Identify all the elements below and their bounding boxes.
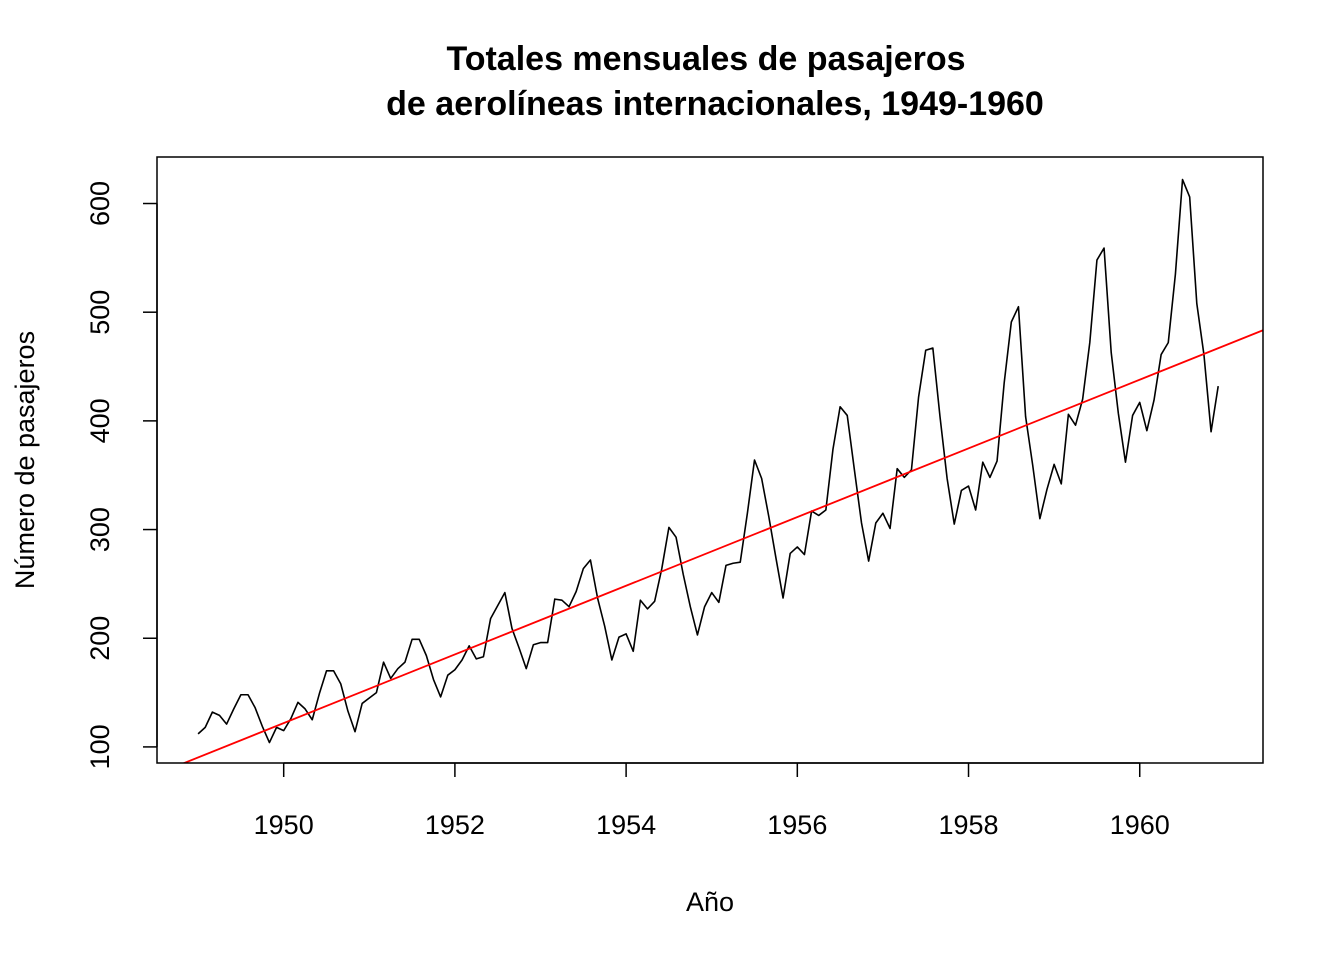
series-line-0 (197, 178, 1219, 744)
trend-line (181, 329, 1263, 763)
y-tick-label: 500 (85, 290, 115, 335)
x-axis: 1950 1952 1954 1956 1958 1960 (254, 762, 1170, 840)
x-tick-label: 1952 (425, 810, 485, 840)
x-tick-label: 1950 (254, 810, 314, 840)
chart-title-line-1: Totales mensuales de pasajeros (446, 40, 965, 78)
x-tick-label: 1958 (938, 810, 998, 840)
x-axis-label: Año (686, 887, 734, 917)
x-tick-label: 1960 (1110, 810, 1170, 840)
y-axis: 100 200 300 400 500 600 (85, 181, 158, 769)
x-tick-label: 1954 (596, 810, 656, 840)
y-tick-label: 200 (85, 616, 115, 661)
y-tick-label: 400 (85, 398, 115, 443)
y-tick-label: 600 (85, 181, 115, 226)
plot-frame (156, 156, 1264, 764)
x-tick-label: 1956 (767, 810, 827, 840)
chart-title-line-2: de aerolíneas internacionales, 1949-1960 (386, 85, 1044, 123)
plot-area (181, 178, 1263, 763)
y-tick-label: 300 (85, 507, 115, 552)
y-tick-label: 100 (85, 724, 115, 769)
y-axis-label: Número de pasajeros (10, 331, 40, 589)
